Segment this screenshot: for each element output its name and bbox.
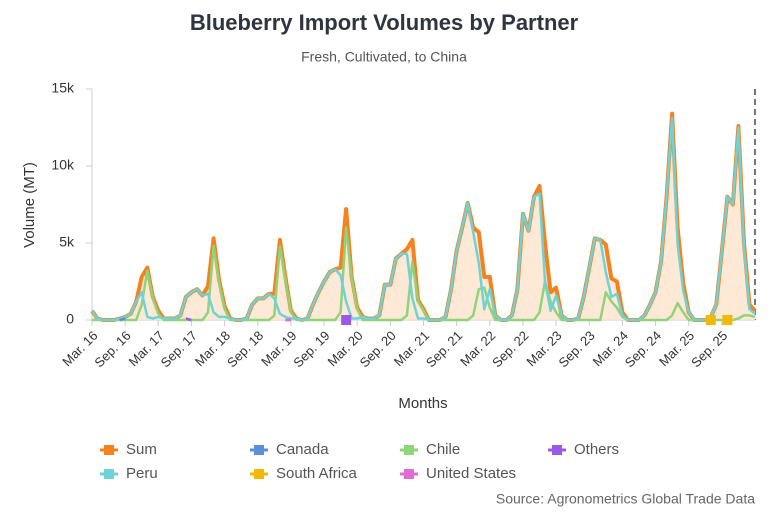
x-tick-label: Sep. 17 xyxy=(158,328,200,370)
series-line xyxy=(185,317,192,322)
legend-label: Others xyxy=(574,441,619,458)
point-marker xyxy=(722,315,733,325)
x-tick-label: Sep. 18 xyxy=(224,328,266,370)
legend-swatch xyxy=(552,445,562,455)
legend-label: Sum xyxy=(126,441,157,458)
legend-swatch xyxy=(254,445,264,455)
x-tick-label: Sep. 16 xyxy=(91,328,133,370)
legend-swatch xyxy=(254,469,264,479)
y-tick-label: 0 xyxy=(66,311,74,327)
legend-label: Chile xyxy=(426,441,460,458)
legend-swatch xyxy=(404,469,414,479)
legend-label: Canada xyxy=(276,441,329,458)
chart-subtitle: Fresh, Cultivated, to China xyxy=(301,49,467,65)
x-axis-title: Months xyxy=(398,395,447,412)
y-axis-title: Volume (MT) xyxy=(21,162,38,248)
legend-swatch xyxy=(104,469,114,479)
y-tick-label: 15k xyxy=(51,80,75,96)
series-line xyxy=(119,317,126,322)
legend-swatch xyxy=(104,445,114,455)
series-line xyxy=(90,117,756,322)
x-tick-label: Sep. 24 xyxy=(622,328,664,370)
x-tick-label: Sep. 23 xyxy=(555,328,597,370)
x-tick-label: Sep. 22 xyxy=(489,328,531,370)
source-note: Source: Agronometrics Global Trade Data xyxy=(496,491,755,507)
y-tick-label: 10k xyxy=(51,157,75,173)
legend-label: South Africa xyxy=(276,465,358,482)
x-tick-label: Sep. 20 xyxy=(357,328,399,370)
point-marker xyxy=(341,315,352,325)
legend-label: United States xyxy=(426,465,516,482)
chart-title: Blueberry Import Volumes by Partner xyxy=(190,10,579,35)
x-tick-label: Sep. 21 xyxy=(423,328,465,370)
legend-swatch xyxy=(404,445,414,455)
series-line xyxy=(92,226,756,322)
y-tick-label: 5k xyxy=(59,234,75,250)
legend-label: Peru xyxy=(126,465,158,482)
x-tick-label: Sep. 19 xyxy=(290,328,332,370)
point-marker xyxy=(705,315,716,325)
x-tick-label: Sep. 25 xyxy=(688,328,730,370)
